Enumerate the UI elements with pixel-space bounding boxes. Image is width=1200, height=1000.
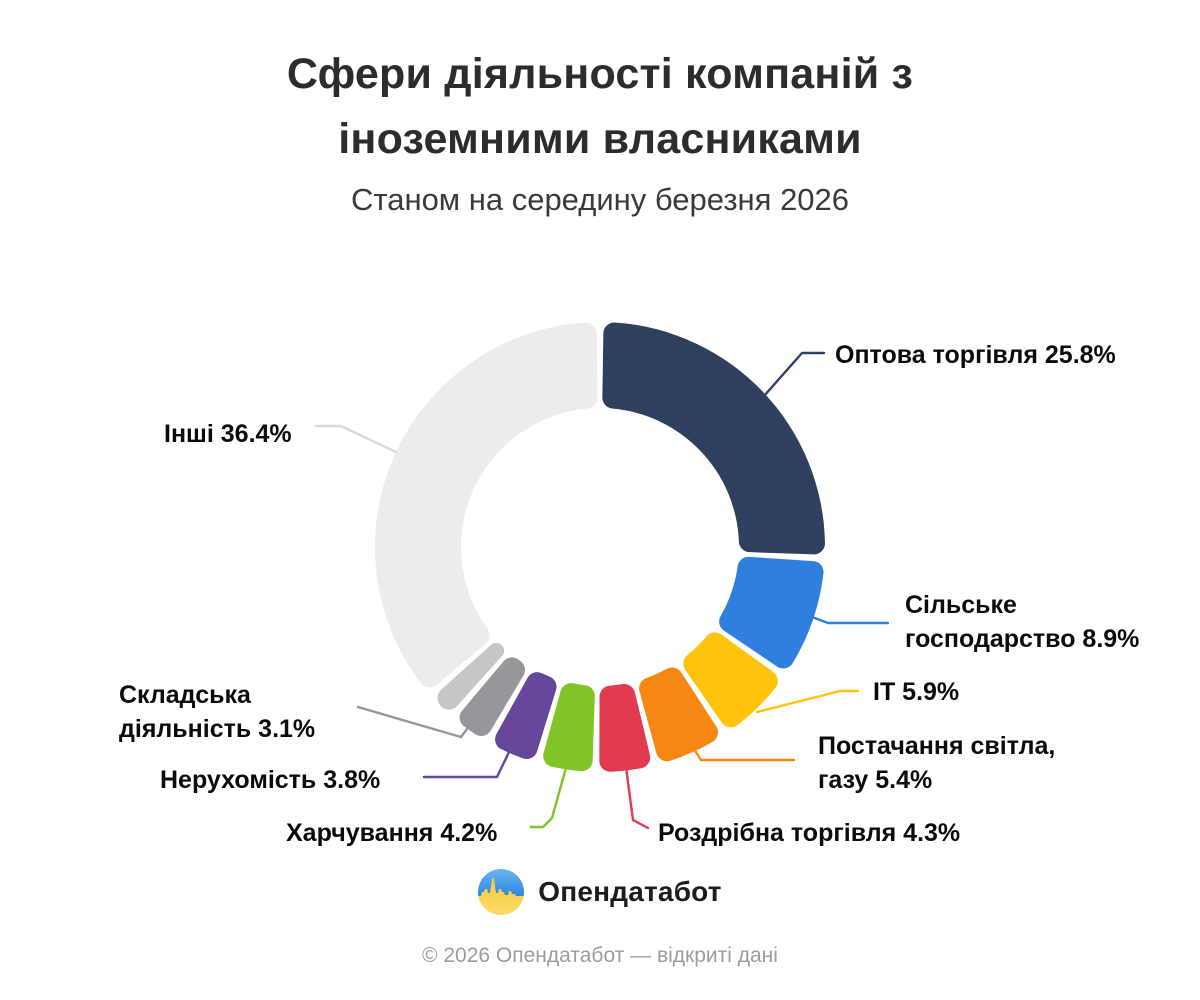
leader-line-kharchuvannia bbox=[529, 766, 568, 829]
leader-line-silske-hospodarstvo bbox=[810, 615, 890, 625]
segment-label-optova-torhivlia: Оптова торгівля 25.8% bbox=[835, 341, 1116, 369]
segment-label-nerukhomist: Нерухомість 3.8% bbox=[160, 766, 381, 794]
brand-lockup: Опендатабот bbox=[0, 866, 1200, 918]
leader-line-inshi bbox=[314, 424, 398, 454]
leader-line-skladska-diialnist bbox=[356, 705, 472, 739]
segment-label-skladska-diialnist: Складська діяльність 3.1% bbox=[119, 681, 316, 743]
segment-label-silske-hospodarstvo: Сільське господарство 8.9% bbox=[905, 591, 1140, 653]
donut-segment-minor-unlabeled bbox=[437, 642, 505, 710]
segment-label-it: IT 5.9% bbox=[873, 678, 960, 706]
donut-segment-rozdribna-torhivlia bbox=[599, 683, 651, 772]
donut-segment-inshi bbox=[374, 322, 598, 688]
copyright-text: © 2026 Опендатабот — відкриті дані bbox=[422, 944, 778, 967]
donut-segment-it bbox=[683, 632, 778, 728]
segment-label-postachannia: Постачання світла, газу 5.4% bbox=[818, 732, 1056, 794]
segment-label-kharchuvannia: Харчування 4.2% bbox=[286, 819, 498, 847]
leader-line-postachannia bbox=[692, 747, 796, 762]
donut-segment-optova-torhivlia bbox=[602, 322, 825, 555]
chart-title-line-2: іноземними власниками bbox=[338, 115, 862, 163]
donut-segment-nerukhomist bbox=[495, 672, 557, 760]
donut-segment-kharchuvannia bbox=[543, 683, 595, 772]
leader-line-it bbox=[755, 689, 860, 714]
segment-label-rozdribna-torhivlia: Роздрібна торгівля 4.3% bbox=[658, 819, 961, 847]
donut-segment-postachannia bbox=[639, 667, 718, 762]
leader-line-nerukhomist bbox=[422, 748, 512, 779]
leader-line-rozdribna-torhivlia bbox=[624, 765, 650, 830]
donut-segment-skladska-diialnist bbox=[459, 657, 526, 737]
donut-segment-silske-hospodarstvo bbox=[719, 556, 824, 669]
chart-subtitle: Станом на середину березня 2026 bbox=[350, 182, 850, 217]
opendatabot-logo-icon bbox=[478, 869, 525, 915]
segment-label-inshi: Інші 36.4% bbox=[164, 420, 292, 448]
leader-line-optova-torhivlia bbox=[762, 351, 826, 398]
chart-title: Сфери діяльності компаній з іноземними в… bbox=[0, 42, 1200, 172]
chart-title-line-1: Сфери діяльності компаній з bbox=[286, 50, 914, 98]
brand-name: Опендатабот bbox=[538, 876, 722, 907]
